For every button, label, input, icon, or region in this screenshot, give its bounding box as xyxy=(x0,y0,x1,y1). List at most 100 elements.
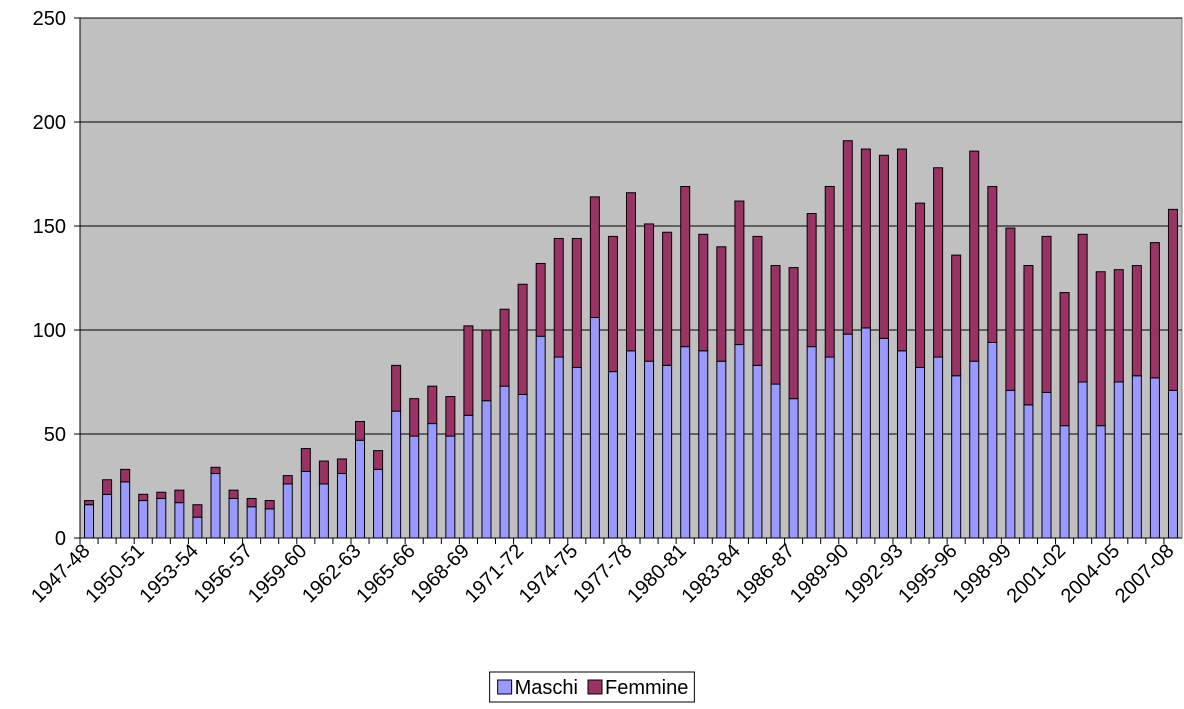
bar-segment xyxy=(951,254,962,377)
bar-segment xyxy=(192,516,203,539)
bar-segment xyxy=(1095,271,1106,427)
bar-segment xyxy=(282,475,293,485)
bar-segment xyxy=(1113,381,1124,539)
bar-segment xyxy=(210,473,221,539)
bar-segment xyxy=(698,233,709,352)
bar-segment xyxy=(84,504,95,539)
x-tick-label: 1992-93 xyxy=(840,540,907,607)
bar-segment xyxy=(878,337,889,539)
bar-segment xyxy=(644,223,655,362)
y-tick-label: 50 xyxy=(44,424,66,446)
bar-segment xyxy=(860,327,871,539)
bar-segment xyxy=(969,360,980,539)
bar-segment xyxy=(264,500,275,510)
bar-segment xyxy=(517,393,528,539)
bar-segment xyxy=(824,356,835,539)
bar-segment xyxy=(1167,208,1178,391)
bar-segment xyxy=(1149,377,1160,539)
bar-segment xyxy=(987,185,998,343)
bar-segment xyxy=(915,366,926,539)
bar-segment xyxy=(589,196,600,319)
bar-segment xyxy=(1041,235,1052,393)
bar-segment xyxy=(120,481,131,539)
bar-segment xyxy=(84,500,95,506)
bar-segment xyxy=(391,364,402,412)
bar-segment xyxy=(246,506,257,539)
x-tick-label: 1950-51 xyxy=(81,540,148,607)
bar-segment xyxy=(860,148,871,329)
x-tick-label: 1968-69 xyxy=(406,540,473,607)
bar-segment xyxy=(1077,381,1088,539)
bar-segment xyxy=(138,493,149,502)
bar-segment xyxy=(842,140,853,335)
bar-segment xyxy=(716,360,727,539)
legend-swatch xyxy=(497,679,513,695)
bar-segment xyxy=(535,335,546,539)
bar-segment xyxy=(517,283,528,395)
x-tick-label: 1995-96 xyxy=(894,540,961,607)
bar-segment xyxy=(156,497,167,539)
x-tick-label: 2001-02 xyxy=(1003,540,1070,607)
x-tick-label: 1986-87 xyxy=(732,540,799,607)
bar-segment xyxy=(933,356,944,539)
bar-segment xyxy=(1167,389,1178,539)
bar-segment xyxy=(318,483,329,539)
bar-segment xyxy=(734,200,745,346)
bar-segment xyxy=(228,497,239,539)
bar-segment xyxy=(734,344,745,539)
bar-segment xyxy=(933,167,944,358)
x-tick-label: 1998-99 xyxy=(948,540,1015,607)
bar-segment xyxy=(1023,404,1034,539)
bar-segment xyxy=(878,154,889,339)
bar-segment xyxy=(662,231,673,366)
bar-segment xyxy=(481,329,492,402)
bar-segment xyxy=(463,414,474,539)
bar-segment xyxy=(626,350,636,539)
legend-label: Maschi xyxy=(515,677,578,699)
bar-segment xyxy=(1005,389,1016,539)
bar-segment xyxy=(1095,425,1106,539)
x-tick-label: 1971-72 xyxy=(461,540,528,607)
bar-segment xyxy=(463,325,474,416)
x-tick-label: 2007-08 xyxy=(1111,540,1178,607)
bar-segment xyxy=(788,398,799,539)
bar-segment xyxy=(788,267,799,400)
bar-segment xyxy=(824,185,835,358)
x-tick-label: 1965-66 xyxy=(352,540,419,607)
bar-segment xyxy=(264,508,275,539)
bar-segment xyxy=(174,489,185,504)
bar-segment xyxy=(1059,292,1070,427)
bar-segment xyxy=(680,346,691,539)
x-tick-label: 1974-75 xyxy=(515,540,582,607)
x-tick-label: 1956-57 xyxy=(190,540,257,607)
y-tick-label: 0 xyxy=(55,528,66,550)
bar-segment xyxy=(571,366,582,539)
bar-segment xyxy=(1131,265,1142,377)
y-tick-label: 200 xyxy=(33,112,66,134)
bar-segment xyxy=(1131,375,1142,539)
bar-segment xyxy=(698,350,709,539)
bar-segment xyxy=(427,385,438,425)
x-tick-label: 2004-05 xyxy=(1057,540,1124,607)
bar-segment xyxy=(806,213,817,348)
bar-segment xyxy=(391,410,402,539)
bar-segment xyxy=(896,148,907,352)
bar-segment xyxy=(481,400,492,539)
bar-segment xyxy=(373,450,384,470)
x-tick-label: 1947-48 xyxy=(27,540,94,607)
y-tick-label: 150 xyxy=(33,216,66,238)
bar-segment xyxy=(842,333,853,539)
bar-segment xyxy=(951,375,962,539)
bar-segment xyxy=(969,150,980,362)
bar-segment xyxy=(156,491,167,499)
bar-segment xyxy=(1005,227,1016,391)
bar-segment xyxy=(752,364,763,539)
legend: Maschi Femmine xyxy=(489,671,695,703)
legend-swatch xyxy=(587,679,603,695)
x-tick-label: 1989-90 xyxy=(786,540,853,607)
bar-segment xyxy=(571,237,582,368)
y-tick-label: 250 xyxy=(33,8,66,30)
bar-segment xyxy=(662,364,673,539)
bar-segment xyxy=(1077,233,1088,383)
